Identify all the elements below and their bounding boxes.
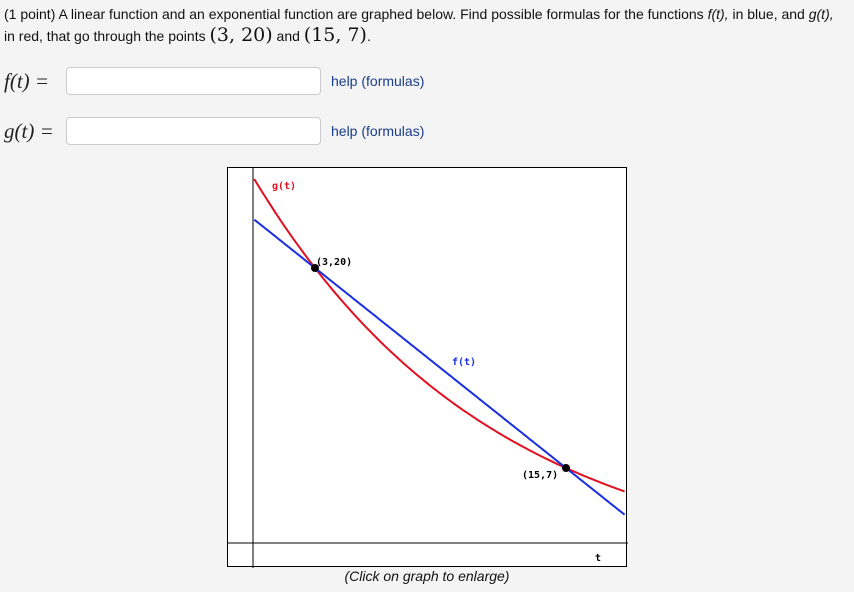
g-label-graph: g(t) (272, 181, 296, 192)
f-label-graph: f(t) (452, 357, 476, 368)
t-axis-label: t (595, 553, 601, 564)
f-name: f(t), (707, 6, 729, 22)
problem-statement: (1 point) A linear function and an expon… (4, 6, 834, 46)
f-answer-row: f(t) = help (formulas) (4, 66, 424, 96)
g-name: g(t), (808, 6, 834, 22)
point-2: (15, 7) (303, 24, 367, 46)
graph-canvas: g(t) f(t) (3,20) (15,7) t (228, 168, 628, 568)
g-answer-row: g(t) = help (formulas) (4, 116, 424, 146)
g-curve (253, 178, 625, 493)
point-15-7 (562, 464, 570, 472)
point-1: (3, 20) (209, 24, 273, 46)
point-3-20 (311, 264, 319, 272)
graph-caption: (Click on graph to enlarge) (344, 568, 510, 584)
graph[interactable]: g(t) f(t) (3,20) (15,7) t (227, 167, 628, 568)
p2-label: (15,7) (522, 470, 558, 481)
g-label: g(t) = (4, 118, 54, 143)
p1-label: (3,20) (316, 257, 352, 268)
f-label: f(t) = (4, 68, 50, 93)
g-help-link[interactable]: help (formulas) (331, 123, 425, 139)
f-answer-input[interactable] (66, 67, 321, 95)
g-answer-input[interactable] (66, 117, 321, 145)
f-help-link[interactable]: help (formulas) (331, 73, 425, 89)
